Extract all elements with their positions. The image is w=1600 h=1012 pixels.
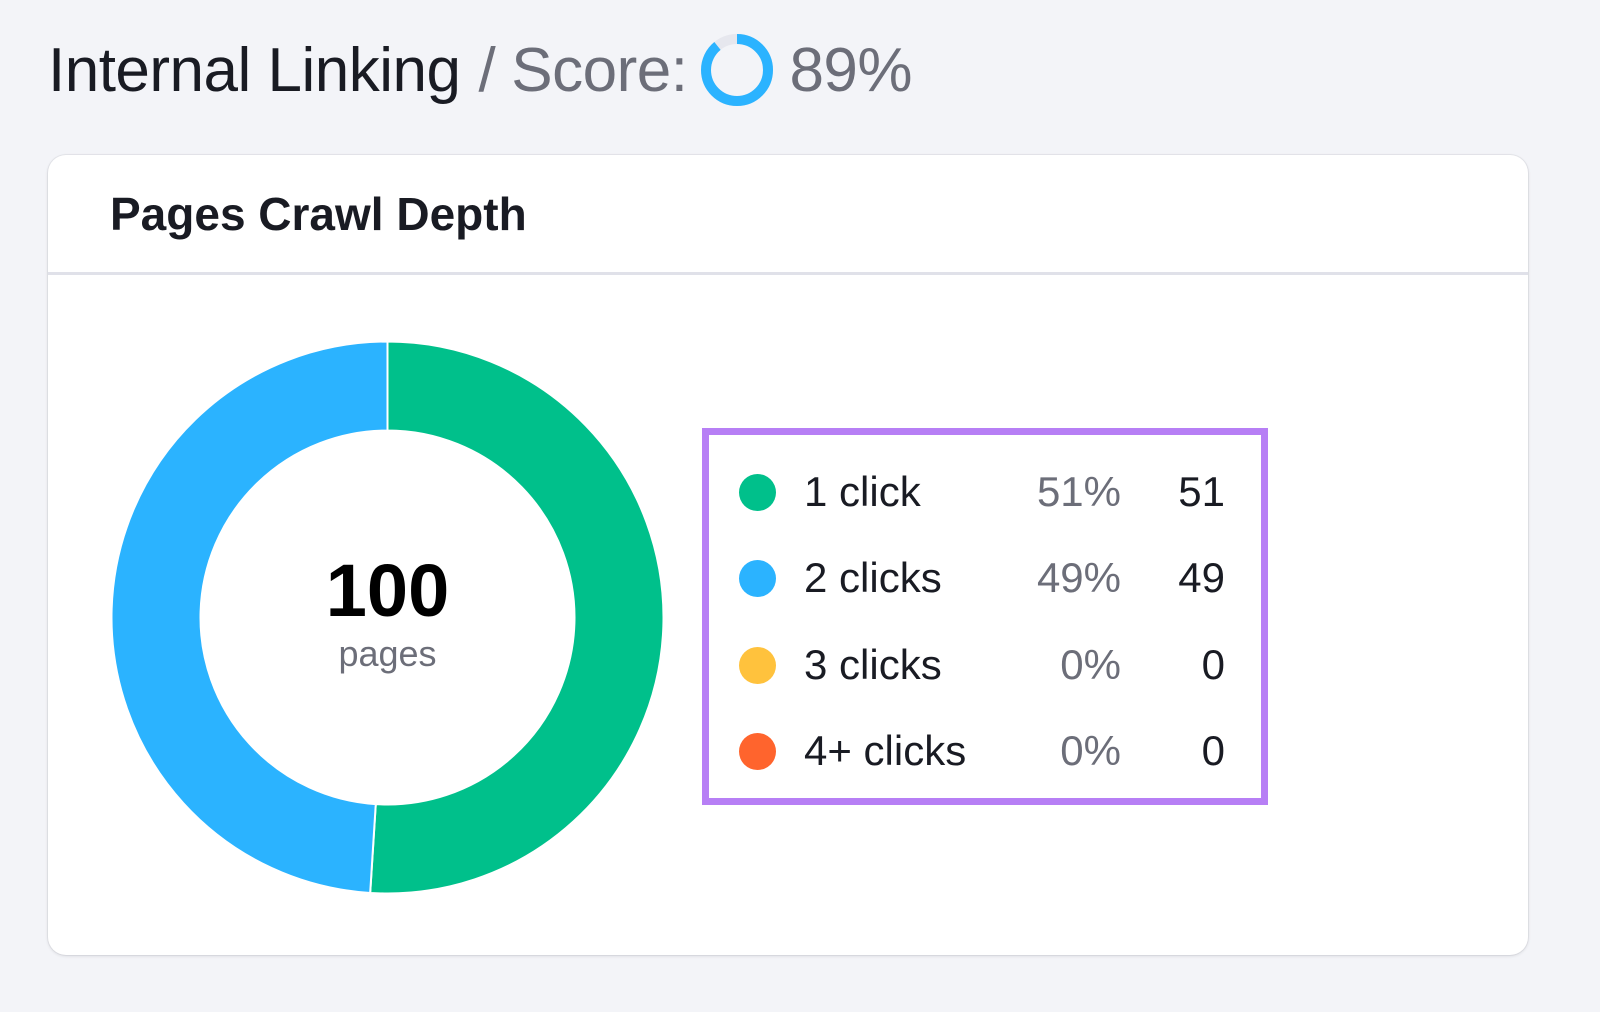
- yellow-dot-icon: [739, 646, 776, 684]
- page-header: Internal Linking / Score: 89%: [48, 30, 913, 110]
- donut-total: 100: [325, 548, 450, 632]
- title-separator: /: [478, 35, 496, 105]
- legend-item-1-click[interactable]: 1 click 51% 51: [739, 462, 1225, 522]
- legend-count[interactable]: 51: [1178, 468, 1225, 515]
- legend-percent: 0%: [1060, 727, 1121, 774]
- green-dot-icon: [739, 473, 776, 511]
- legend-percent: 0%: [1060, 641, 1121, 688]
- legend-item-3-clicks[interactable]: 3 clicks 0% 0: [739, 635, 1225, 695]
- legend-label: 2 clicks: [804, 554, 942, 601]
- legend-label: 4+ clicks: [804, 727, 967, 774]
- card-header: Pages Crawl Depth: [48, 155, 1528, 275]
- score-label: Score:: [511, 35, 688, 105]
- donut-center: 100 pages: [110, 340, 665, 895]
- orange-dot-icon: [739, 732, 776, 770]
- score-value: 89%: [789, 35, 913, 105]
- legend-percent: 51%: [1036, 468, 1121, 515]
- legend-item-4plus-clicks[interactable]: 4+ clicks 0% 0: [739, 721, 1225, 781]
- chart-legend: 1 click 51% 51 2 clicks 49% 49 3 clicks …: [702, 428, 1268, 805]
- legend-item-2-clicks[interactable]: 2 clicks 49% 49: [739, 548, 1225, 608]
- legend-count[interactable]: 0: [1201, 641, 1225, 688]
- crawl-depth-donut-chart: 100 pages: [110, 340, 665, 895]
- donut-segment-1-click[interactable]: [369, 340, 665, 895]
- page-title: Internal Linking: [48, 35, 461, 105]
- score-ring-icon: [701, 34, 774, 106]
- legend-count[interactable]: 0: [1201, 727, 1225, 774]
- crawl-depth-card: Pages Crawl Depth 100 pages 1 click 51% …: [48, 155, 1528, 955]
- legend-label: 1 click: [804, 468, 921, 515]
- card-title: Pages Crawl Depth: [110, 187, 527, 240]
- legend-percent: 49%: [1036, 554, 1121, 601]
- blue-dot-icon: [739, 559, 776, 597]
- donut-chart-svg: [110, 340, 665, 895]
- legend-label: 3 clicks: [804, 641, 942, 688]
- donut-segment-2-clicks[interactable]: [110, 340, 389, 895]
- legend-count[interactable]: 49: [1178, 554, 1225, 601]
- donut-unit: pages: [338, 632, 437, 674]
